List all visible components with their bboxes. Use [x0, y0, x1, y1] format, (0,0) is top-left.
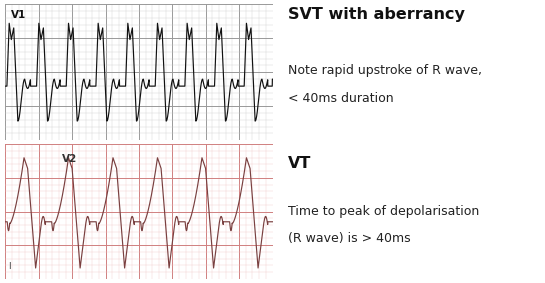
Text: SVT with aberrancy: SVT with aberrancy [288, 7, 465, 22]
Text: Note rapid upstroke of R wave,: Note rapid upstroke of R wave, [288, 64, 482, 77]
Text: V1: V1 [11, 10, 26, 20]
Text: < 40ms duration: < 40ms duration [288, 92, 394, 105]
Text: V2: V2 [62, 154, 77, 164]
Text: VT: VT [288, 156, 312, 171]
Text: I: I [8, 262, 11, 271]
Text: Time to peak of depolarisation: Time to peak of depolarisation [288, 205, 480, 218]
Text: (R wave) is > 40ms: (R wave) is > 40ms [288, 232, 411, 245]
